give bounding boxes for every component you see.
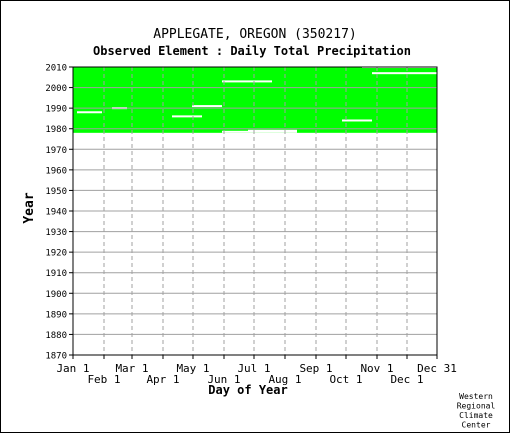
x-tick-label: Feb 1 <box>87 373 120 386</box>
x-tick-label: May 1 <box>176 362 209 375</box>
x-tick-label: Apr 1 <box>146 373 179 386</box>
data-gap-5 <box>222 80 272 83</box>
chart-title: APPLEGATE, OREGON (350217) <box>153 27 357 42</box>
y-tick-label: 1920 <box>45 249 67 259</box>
y-tick-label: 1880 <box>45 331 67 341</box>
x-tick-label: Jul 1 <box>237 362 270 375</box>
x-axis-label: Day of Year <box>208 383 287 397</box>
x-tick-label: Oct 1 <box>329 373 362 386</box>
x-tick-label: Mar 1 <box>115 362 148 375</box>
data-gap-2 <box>172 115 202 118</box>
y-tick-label: 1870 <box>45 352 67 362</box>
x-tick-label: Nov 1 <box>360 362 393 375</box>
grid-layer <box>72 66 438 356</box>
data-block-0 <box>73 68 437 133</box>
credit-line: Center <box>462 421 491 430</box>
y-tick-label: 2010 <box>45 64 67 74</box>
chart-subtitle: Observed Element : Daily Total Precipita… <box>93 44 411 58</box>
y-tick-label: 1950 <box>45 187 67 197</box>
credit-line: Western <box>459 392 493 401</box>
y-tick-label: 1890 <box>45 310 67 320</box>
y-tick-label: 1940 <box>45 208 67 218</box>
data-gap-8 <box>192 105 222 108</box>
y-tick-label: 1990 <box>45 105 67 115</box>
data-gap-7 <box>342 119 372 122</box>
data-gap-6 <box>372 72 437 75</box>
y-tick-label: 2000 <box>45 84 67 94</box>
y-tick-label: 1900 <box>45 290 67 300</box>
y-tick-label: 1980 <box>45 125 67 135</box>
x-tick-label: Jan 1 <box>56 362 89 375</box>
y-axis: 2010 2000 1990 1980 1970 1960 1950 1940 1930 1920… <box>45 64 73 362</box>
y-tick-label: 1970 <box>45 146 67 156</box>
credit-line: Climate <box>459 411 493 420</box>
y-tick-label: 1930 <box>45 228 67 238</box>
data-layer <box>73 67 437 133</box>
data-gap-1 <box>77 111 102 114</box>
x-tick-label: Dec 1 <box>390 373 423 386</box>
y-tick-label: 1960 <box>45 166 67 176</box>
x-tick-label: Sep 1 <box>299 362 332 375</box>
data-gap-3 <box>248 129 297 132</box>
credit-line: Regional <box>457 402 496 411</box>
y-axis-label: Year <box>22 192 37 223</box>
x-tick-label: Dec 31 <box>417 362 457 375</box>
data-gap-4 <box>222 130 297 133</box>
x-tick-label: Aug 1 <box>268 373 301 386</box>
x-tick-label: Jun 1 <box>207 373 240 386</box>
y-tick-label: 1910 <box>45 269 67 279</box>
data-block-1 <box>73 67 362 69</box>
